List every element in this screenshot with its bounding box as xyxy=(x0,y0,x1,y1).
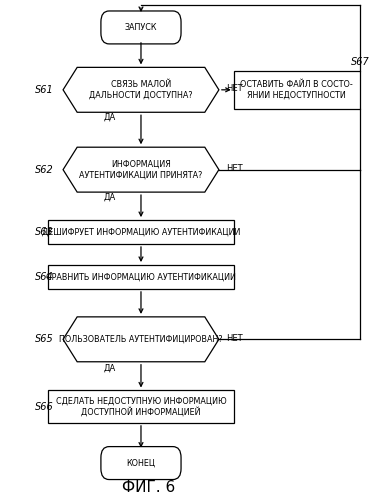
Bar xyxy=(234,71,360,109)
Polygon shape xyxy=(63,317,219,362)
Text: ДЕШИФРУЕТ ИНФОРМАЦИЮ АУТЕНТИФИКАЦИИ: ДЕШИФРУЕТ ИНФОРМАЦИЮ АУТЕНТИФИКАЦИИ xyxy=(42,228,240,237)
Text: S61: S61 xyxy=(35,85,54,95)
Bar xyxy=(48,220,234,244)
Text: ФИГ. 6: ФИГ. 6 xyxy=(122,480,175,495)
Text: ЗАПУСК: ЗАПУСК xyxy=(125,23,157,32)
Bar xyxy=(48,390,234,423)
Text: СВЯЗЬ МАЛОЙ
ДАЛЬНОСТИ ДОСТУПНА?: СВЯЗЬ МАЛОЙ ДАЛЬНОСТИ ДОСТУПНА? xyxy=(89,80,193,99)
Text: СДЕЛАТЬ НЕДОСТУПНУЮ ИНФОРМАЦИЮ
ДОСТУПНОЙ ИНФОРМАЦИЕЙ: СДЕЛАТЬ НЕДОСТУПНУЮ ИНФОРМАЦИЮ ДОСТУПНОЙ… xyxy=(56,396,226,417)
FancyBboxPatch shape xyxy=(101,11,181,44)
Text: S64: S64 xyxy=(35,272,54,282)
Polygon shape xyxy=(63,67,219,112)
Text: КОНЕЦ: КОНЕЦ xyxy=(127,459,155,468)
Text: S62: S62 xyxy=(35,165,54,175)
Polygon shape xyxy=(63,147,219,192)
Text: ДА: ДА xyxy=(103,113,116,122)
Text: НЕТ: НЕТ xyxy=(226,84,243,93)
Text: ДА: ДА xyxy=(103,363,116,372)
Text: ИНФОРМАЦИЯ
АУТЕНТИФИКАЦИИ ПРИНЯТА?: ИНФОРМАЦИЯ АУТЕНТИФИКАЦИИ ПРИНЯТА? xyxy=(79,160,203,179)
Text: S66: S66 xyxy=(35,402,54,412)
Text: ОСТАВИТЬ ФАЙЛ В СОСТО-
ЯНИИ НЕДОСТУПНОСТИ: ОСТАВИТЬ ФАЙЛ В СОСТО- ЯНИИ НЕДОСТУПНОСТ… xyxy=(240,80,353,99)
Text: S67: S67 xyxy=(351,57,370,67)
Text: ПОЛЬЗОВАТЕЛЬ АУТЕНТИФИЦИРОВАН?: ПОЛЬЗОВАТЕЛЬ АУТЕНТИФИЦИРОВАН? xyxy=(59,335,223,344)
Text: СРАВНИТЬ ИНФОРМАЦИЮ АУТЕНТИФИКАЦИИ: СРАВНИТЬ ИНФОРМАЦИЮ АУТЕНТИФИКАЦИИ xyxy=(46,272,236,281)
Text: ДА: ДА xyxy=(103,193,116,202)
Text: НЕТ: НЕТ xyxy=(226,334,243,343)
Bar xyxy=(48,265,234,289)
Text: S63: S63 xyxy=(35,227,54,237)
Text: НЕТ: НЕТ xyxy=(226,164,243,173)
Text: S65: S65 xyxy=(35,334,54,344)
FancyBboxPatch shape xyxy=(101,447,181,480)
